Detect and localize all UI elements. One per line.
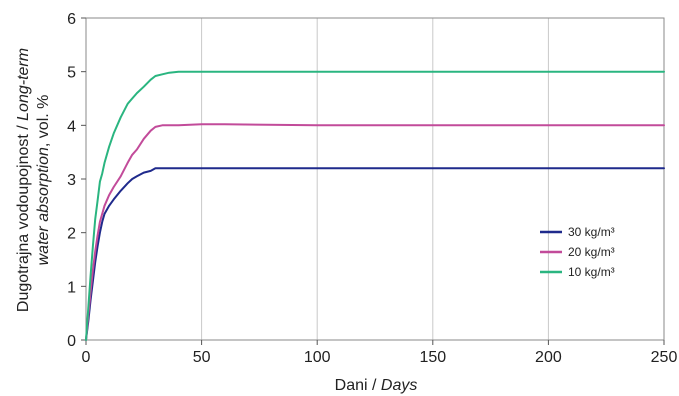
y-tick-label: 4	[67, 118, 76, 135]
x-tick-label: 100	[304, 349, 331, 366]
series-layer	[85, 70, 665, 341]
y-tick-label: 1	[67, 279, 76, 296]
x-axis-title: Dani / Days	[335, 377, 418, 394]
y-tick-label: 2	[67, 226, 76, 243]
legend: 30 kg/m³ 20 kg/m³ 10 kg/m³	[540, 225, 615, 279]
series-line-2	[85, 70, 665, 341]
y-tick-label: 5	[67, 65, 76, 82]
legend-label-1: 20 kg/m³	[568, 245, 615, 259]
x-tick-label: 0	[82, 349, 91, 366]
x-axis-title-italic: Days	[381, 377, 417, 394]
y-axis-title-line2-main: , vol. %	[35, 95, 52, 147]
y-axis-title-line2-italic: water absorption	[35, 147, 52, 265]
y-axis-title-line1: Dugotrajna vodoupojnost / Long-term	[15, 48, 32, 312]
tick-labels: 0 50 100 150 200 250 0 1 2 3 4 5 6	[67, 11, 677, 366]
legend-label-2: 10 kg/m³	[568, 265, 615, 279]
x-tick-label: 200	[535, 349, 562, 366]
y-tick-label: 3	[67, 172, 76, 189]
y-axis-title-line2: water absorption, vol. %	[35, 95, 52, 266]
grid-layer	[201, 18, 549, 340]
series-line-0	[85, 167, 665, 341]
y-axis-title-line1-main: Dugotrajna vodoupojnost /	[15, 121, 32, 312]
y-tick-label: 0	[67, 333, 76, 350]
legend-label-0: 30 kg/m³	[568, 225, 615, 239]
x-tick-label: 50	[193, 349, 211, 366]
plot-frame	[85, 17, 665, 341]
x-axis-title-sep: /	[368, 377, 381, 394]
x-axis-title-main: Dani	[335, 377, 368, 394]
y-tick-label: 6	[67, 11, 76, 28]
x-tick-label: 250	[651, 349, 678, 366]
y-axis-title-line1-italic: Long-term	[15, 48, 32, 121]
x-tick-label: 150	[419, 349, 446, 366]
axes-layer	[81, 17, 665, 345]
series-line-1	[85, 123, 665, 341]
